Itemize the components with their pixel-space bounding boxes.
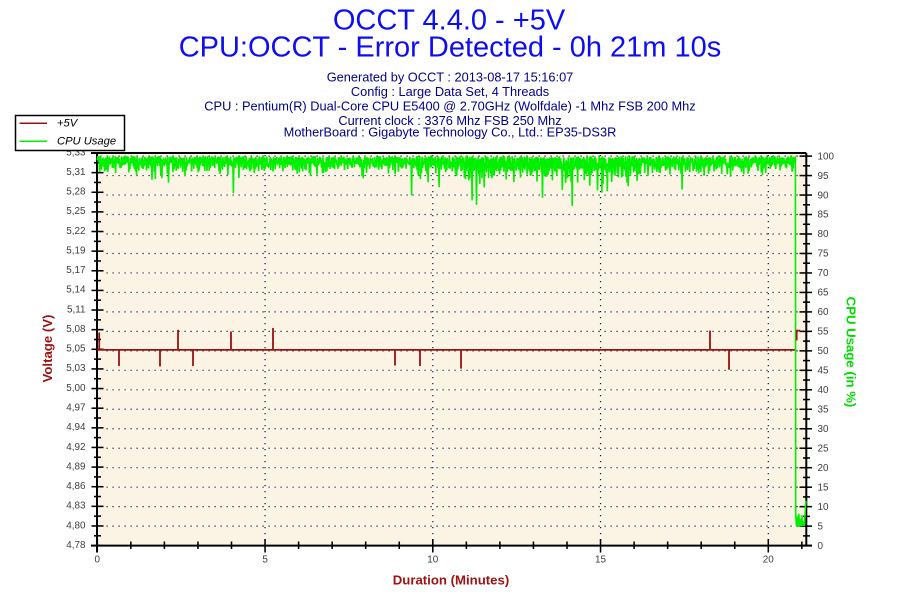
svg-text:5,33: 5,33 (66, 147, 86, 158)
svg-text:Duration (Minutes): Duration (Minutes) (393, 573, 509, 588)
svg-text:40: 40 (818, 385, 829, 396)
svg-text:4,78: 4,78 (66, 540, 86, 551)
svg-text:4,92: 4,92 (66, 442, 85, 453)
svg-text:CPU : Pentium(R) Dual-Core CPU: CPU : Pentium(R) Dual-Core CPU E5400 @ 2… (204, 99, 695, 114)
svg-text:10: 10 (818, 502, 829, 513)
svg-text:5,08: 5,08 (66, 324, 86, 335)
svg-text:5,28: 5,28 (66, 187, 86, 198)
svg-text:CPU:OCCT - Error Detected - 0h: CPU:OCCT - Error Detected - 0h 21m 10s (179, 32, 722, 64)
svg-text:25: 25 (818, 443, 829, 454)
svg-text:Config : Large Data Set, 4 Thr: Config : Large Data Set, 4 Threads (351, 84, 549, 99)
svg-text:15: 15 (818, 482, 829, 493)
svg-text:5,11: 5,11 (67, 304, 86, 315)
svg-text:70: 70 (818, 268, 829, 279)
svg-text:5,14: 5,14 (66, 285, 86, 296)
svg-text:5: 5 (818, 521, 824, 532)
svg-text:0: 0 (818, 541, 824, 552)
svg-text:5,19: 5,19 (66, 245, 86, 256)
svg-text:OCCT 4.4.0 - +5V: OCCT 4.4.0 - +5V (333, 5, 566, 37)
svg-text:50: 50 (818, 346, 829, 357)
svg-text:4,83: 4,83 (66, 501, 86, 512)
svg-text:10: 10 (427, 555, 438, 566)
svg-text:75: 75 (818, 249, 829, 260)
svg-text:0: 0 (95, 555, 101, 566)
svg-text:80: 80 (818, 229, 829, 240)
svg-text:4,89: 4,89 (66, 461, 86, 472)
svg-text:5,31: 5,31 (66, 167, 86, 178)
svg-text:MotherBoard : Gigabyte Technol: MotherBoard : Gigabyte Technology Co., L… (284, 125, 617, 140)
svg-text:60: 60 (818, 307, 829, 318)
svg-text:100: 100 (818, 151, 835, 162)
svg-text:65: 65 (818, 288, 829, 299)
svg-text:5: 5 (262, 555, 268, 566)
svg-text:4,86: 4,86 (66, 481, 86, 492)
svg-text:4,80: 4,80 (66, 520, 86, 531)
svg-text:Current clock : 3376 Mhz FSB 2: Current clock : 3376 Mhz FSB 250 Mhz (338, 113, 561, 128)
svg-text:55: 55 (818, 327, 829, 338)
svg-text:15: 15 (595, 555, 606, 566)
svg-text:5,03: 5,03 (66, 363, 86, 374)
svg-text:Generated by OCCT : 2013-08-17: Generated by OCCT : 2013-08-17 15:16:07 (327, 70, 574, 85)
svg-text:20: 20 (818, 463, 829, 474)
svg-text:90: 90 (818, 190, 829, 201)
svg-text:5,00: 5,00 (66, 383, 86, 394)
svg-text:5,17: 5,17 (66, 265, 85, 276)
svg-text:85: 85 (818, 210, 829, 221)
svg-text:5,22: 5,22 (66, 226, 85, 237)
svg-text:4,97: 4,97 (66, 402, 85, 413)
svg-text:CPU Usage (in %): CPU Usage (in %) (843, 297, 858, 408)
svg-text:+5V: +5V (57, 117, 79, 129)
svg-text:CPU Usage: CPU Usage (57, 135, 116, 147)
svg-text:95: 95 (818, 171, 829, 182)
svg-text:4,94: 4,94 (66, 422, 86, 433)
svg-text:20: 20 (763, 555, 774, 566)
svg-text:Voltage (V): Voltage (V) (40, 315, 55, 383)
svg-text:30: 30 (818, 424, 829, 435)
svg-text:5,25: 5,25 (66, 206, 86, 217)
svg-text:45: 45 (818, 366, 829, 377)
svg-text:35: 35 (818, 404, 829, 415)
svg-text:5,05: 5,05 (66, 344, 86, 355)
